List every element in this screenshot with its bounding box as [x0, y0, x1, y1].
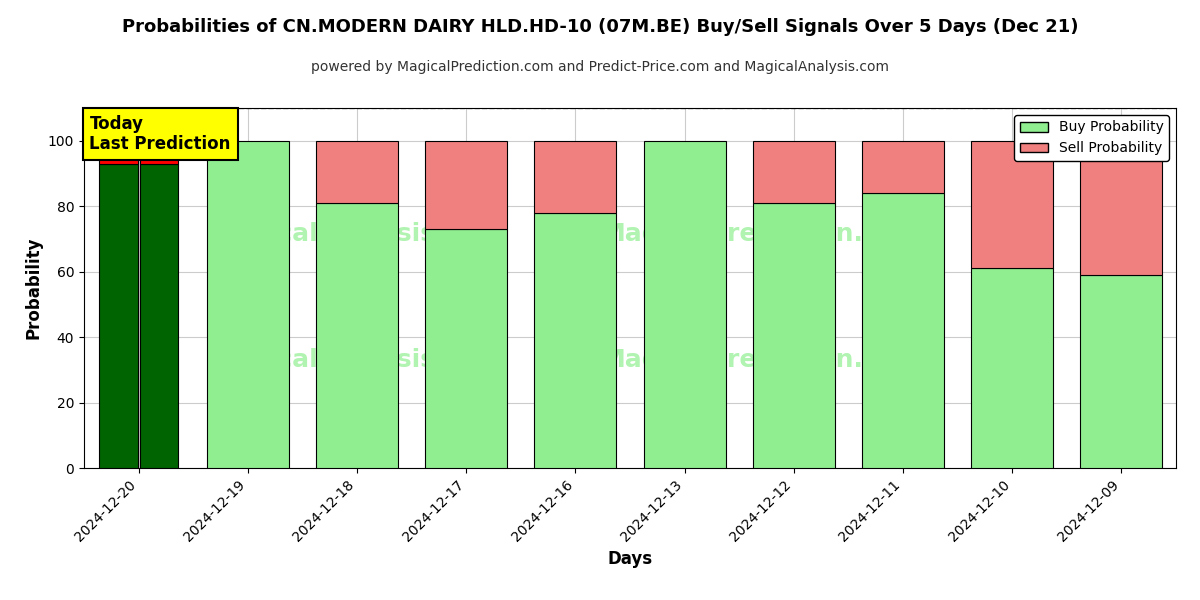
Bar	[971, 141, 1054, 268]
Bar	[1080, 275, 1163, 468]
Bar	[1080, 141, 1163, 275]
Bar	[139, 147, 179, 164]
Bar	[534, 141, 617, 213]
Text: MagicalPrediction.com: MagicalPrediction.com	[600, 348, 922, 372]
Bar	[425, 141, 508, 229]
Bar	[316, 141, 398, 203]
Text: MagicalPrediction.com: MagicalPrediction.com	[600, 222, 922, 246]
Bar	[425, 229, 508, 468]
Bar	[643, 141, 726, 468]
Bar	[971, 268, 1054, 468]
Bar	[862, 141, 944, 193]
Text: powered by MagicalPrediction.com and Predict-Price.com and MagicalAnalysis.com: powered by MagicalPrediction.com and Pre…	[311, 60, 889, 74]
Bar	[139, 164, 179, 468]
Text: Probabilities of CN.MODERN DAIRY HLD.HD-10 (07M.BE) Buy/Sell Signals Over 5 Days: Probabilities of CN.MODERN DAIRY HLD.HD-…	[121, 18, 1079, 36]
Legend: Buy Probability, Sell Probability: Buy Probability, Sell Probability	[1014, 115, 1169, 161]
Bar	[862, 193, 944, 468]
Bar	[98, 164, 138, 468]
Bar	[752, 141, 835, 203]
Y-axis label: Probability: Probability	[24, 237, 42, 339]
Text: Today
Last Prediction: Today Last Prediction	[90, 115, 230, 154]
Bar	[98, 147, 138, 164]
Text: MagicalAnalysis.com: MagicalAnalysis.com	[210, 222, 504, 246]
Bar	[752, 203, 835, 468]
X-axis label: Days: Days	[607, 550, 653, 568]
Text: MagicalAnalysis.com: MagicalAnalysis.com	[210, 348, 504, 372]
Bar	[206, 141, 289, 468]
Bar	[316, 203, 398, 468]
Bar	[534, 213, 617, 468]
